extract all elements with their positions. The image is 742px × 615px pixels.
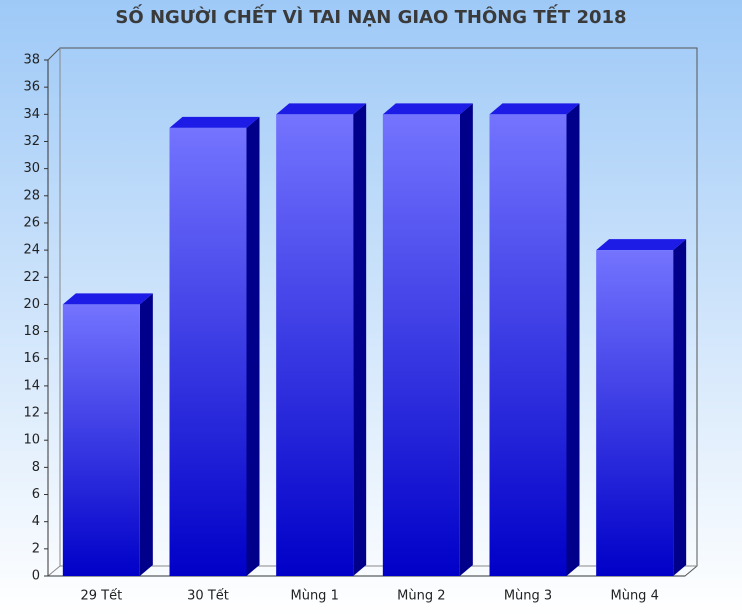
bar xyxy=(169,127,247,576)
x-tick-label: Mùng 2 xyxy=(397,589,445,604)
y-tick-label: 32 xyxy=(23,134,40,149)
bar xyxy=(382,114,460,576)
bar-top xyxy=(489,103,580,115)
y-tick-label: 12 xyxy=(23,406,40,421)
bar xyxy=(489,114,567,576)
bar-top xyxy=(382,103,473,115)
y-tick-label: 4 xyxy=(32,514,40,529)
y-tick-label: 8 xyxy=(32,460,40,475)
x-tick-label: 29 Tết xyxy=(80,589,122,604)
y-tick-label: 24 xyxy=(23,243,40,258)
y-tick-label: 34 xyxy=(23,107,40,122)
bar xyxy=(62,304,140,576)
bar xyxy=(276,114,354,576)
y-tick-label: 10 xyxy=(23,433,40,448)
y-tick-label: 0 xyxy=(32,569,40,584)
bar-side xyxy=(246,116,260,576)
bar-side xyxy=(566,103,580,576)
y-tick-label: 14 xyxy=(23,378,40,393)
bar-top xyxy=(276,103,367,115)
y-tick-label: 6 xyxy=(32,487,40,502)
bar-side xyxy=(353,103,367,576)
x-tick-label: Mùng 1 xyxy=(290,589,338,604)
bar-top xyxy=(169,116,260,128)
x-tick-label: 30 Tết xyxy=(187,589,229,604)
bar xyxy=(596,250,674,576)
chart-title: SỐ NGƯỜI CHẾT VÌ TAI NẠN GIAO THÔNG TẾT … xyxy=(115,4,626,28)
bar-side xyxy=(139,293,153,576)
bar-top xyxy=(596,239,687,251)
x-tick-label: Mùng 3 xyxy=(504,589,552,604)
x-tick-label: Mùng 4 xyxy=(610,589,658,604)
y-tick-label: 20 xyxy=(23,297,40,312)
y-tick-label: 26 xyxy=(23,215,40,230)
bar-side xyxy=(459,103,473,576)
y-tick-label: 18 xyxy=(23,324,40,339)
y-tick-label: 16 xyxy=(23,351,40,366)
y-tick-label: 28 xyxy=(23,188,40,203)
bar-side xyxy=(673,239,687,576)
y-tick-label: 22 xyxy=(23,270,40,285)
y-tick-label: 38 xyxy=(23,53,40,68)
bar-top xyxy=(62,293,153,305)
y-tick-label: 30 xyxy=(23,161,40,176)
y-tick-label: 2 xyxy=(32,541,40,556)
floor-edge xyxy=(47,565,61,577)
y-tick-label: 36 xyxy=(23,80,40,95)
